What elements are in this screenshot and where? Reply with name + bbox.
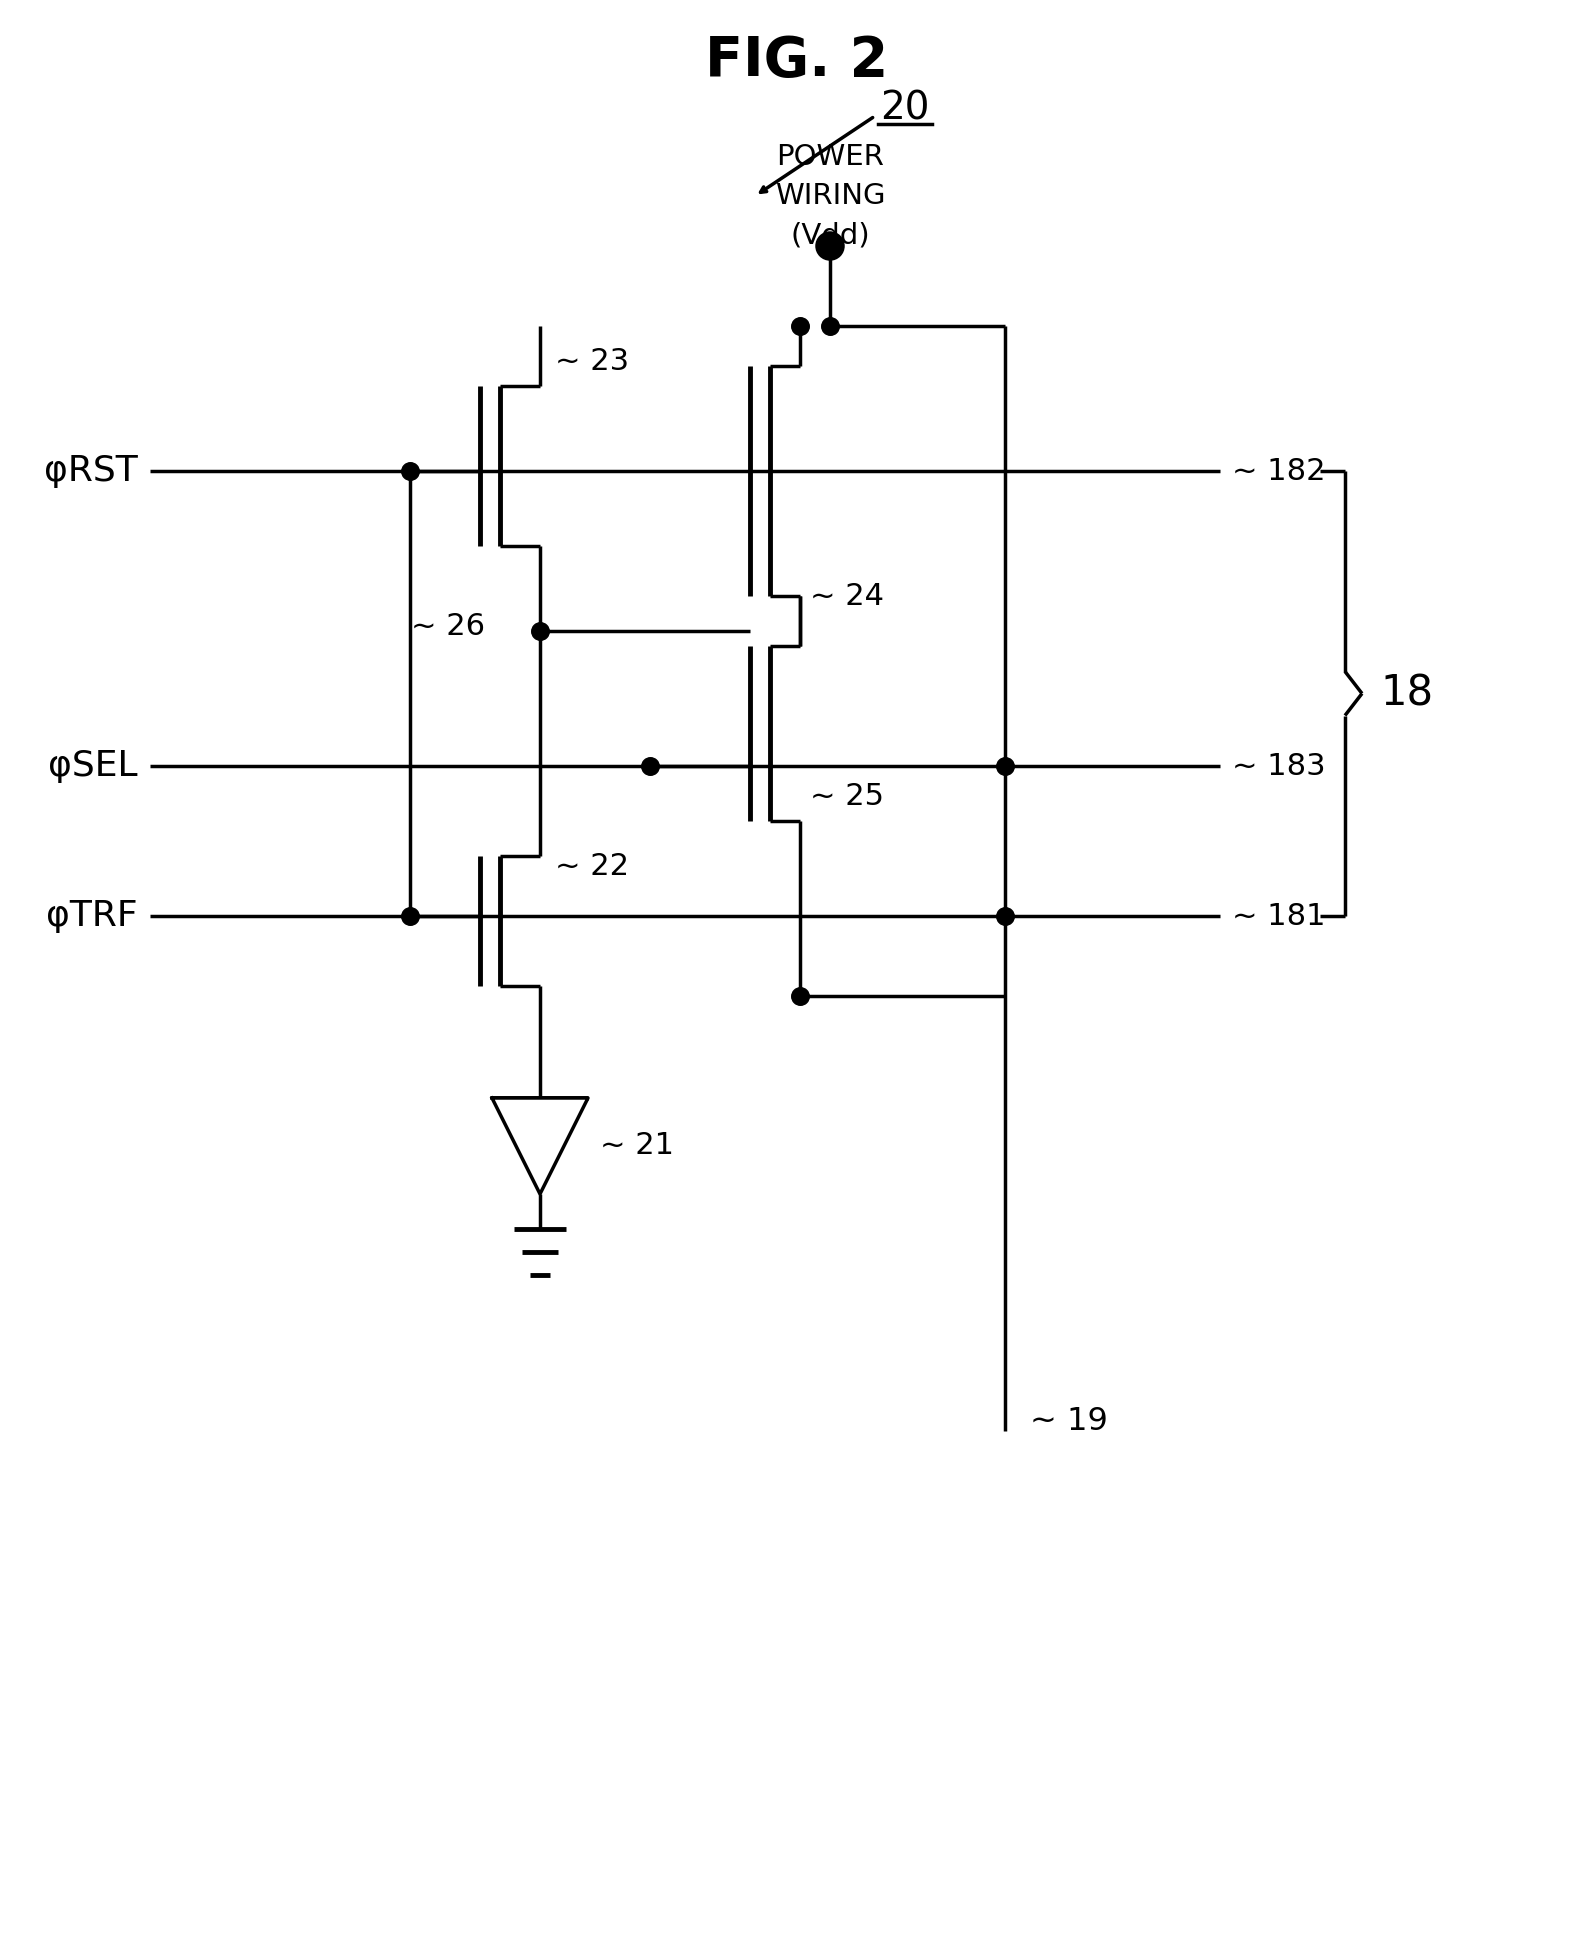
- Point: [397, 455, 422, 486]
- Text: ~ 23: ~ 23: [555, 347, 630, 375]
- Text: ~ 22: ~ 22: [555, 851, 630, 880]
- Text: ~ 24: ~ 24: [810, 581, 885, 611]
- Text: ~ 182: ~ 182: [1232, 457, 1326, 486]
- Point: [528, 615, 553, 646]
- Point: [638, 751, 663, 782]
- Text: ~ 26: ~ 26: [411, 611, 485, 640]
- Text: φRST: φRST: [45, 455, 139, 488]
- Text: 18: 18: [1380, 673, 1433, 714]
- Point: [397, 901, 422, 933]
- Text: φSEL: φSEL: [48, 749, 139, 782]
- Point: [787, 310, 813, 341]
- Polygon shape: [493, 1098, 588, 1194]
- Point: [818, 310, 843, 341]
- Text: 20: 20: [880, 90, 929, 129]
- Text: φTRF: φTRF: [46, 899, 139, 933]
- Text: POWER
WIRING
(Vdd): POWER WIRING (Vdd): [775, 142, 885, 250]
- Point: [991, 901, 1017, 933]
- Text: ~ 183: ~ 183: [1232, 751, 1326, 780]
- Text: ~ 19: ~ 19: [1030, 1405, 1108, 1436]
- Point: [787, 981, 813, 1013]
- Text: FIG. 2: FIG. 2: [706, 33, 888, 88]
- Circle shape: [818, 232, 843, 259]
- Text: ~ 181: ~ 181: [1232, 901, 1326, 931]
- Text: ~ 25: ~ 25: [810, 782, 885, 810]
- Text: ~ 21: ~ 21: [599, 1132, 674, 1161]
- Point: [991, 751, 1017, 782]
